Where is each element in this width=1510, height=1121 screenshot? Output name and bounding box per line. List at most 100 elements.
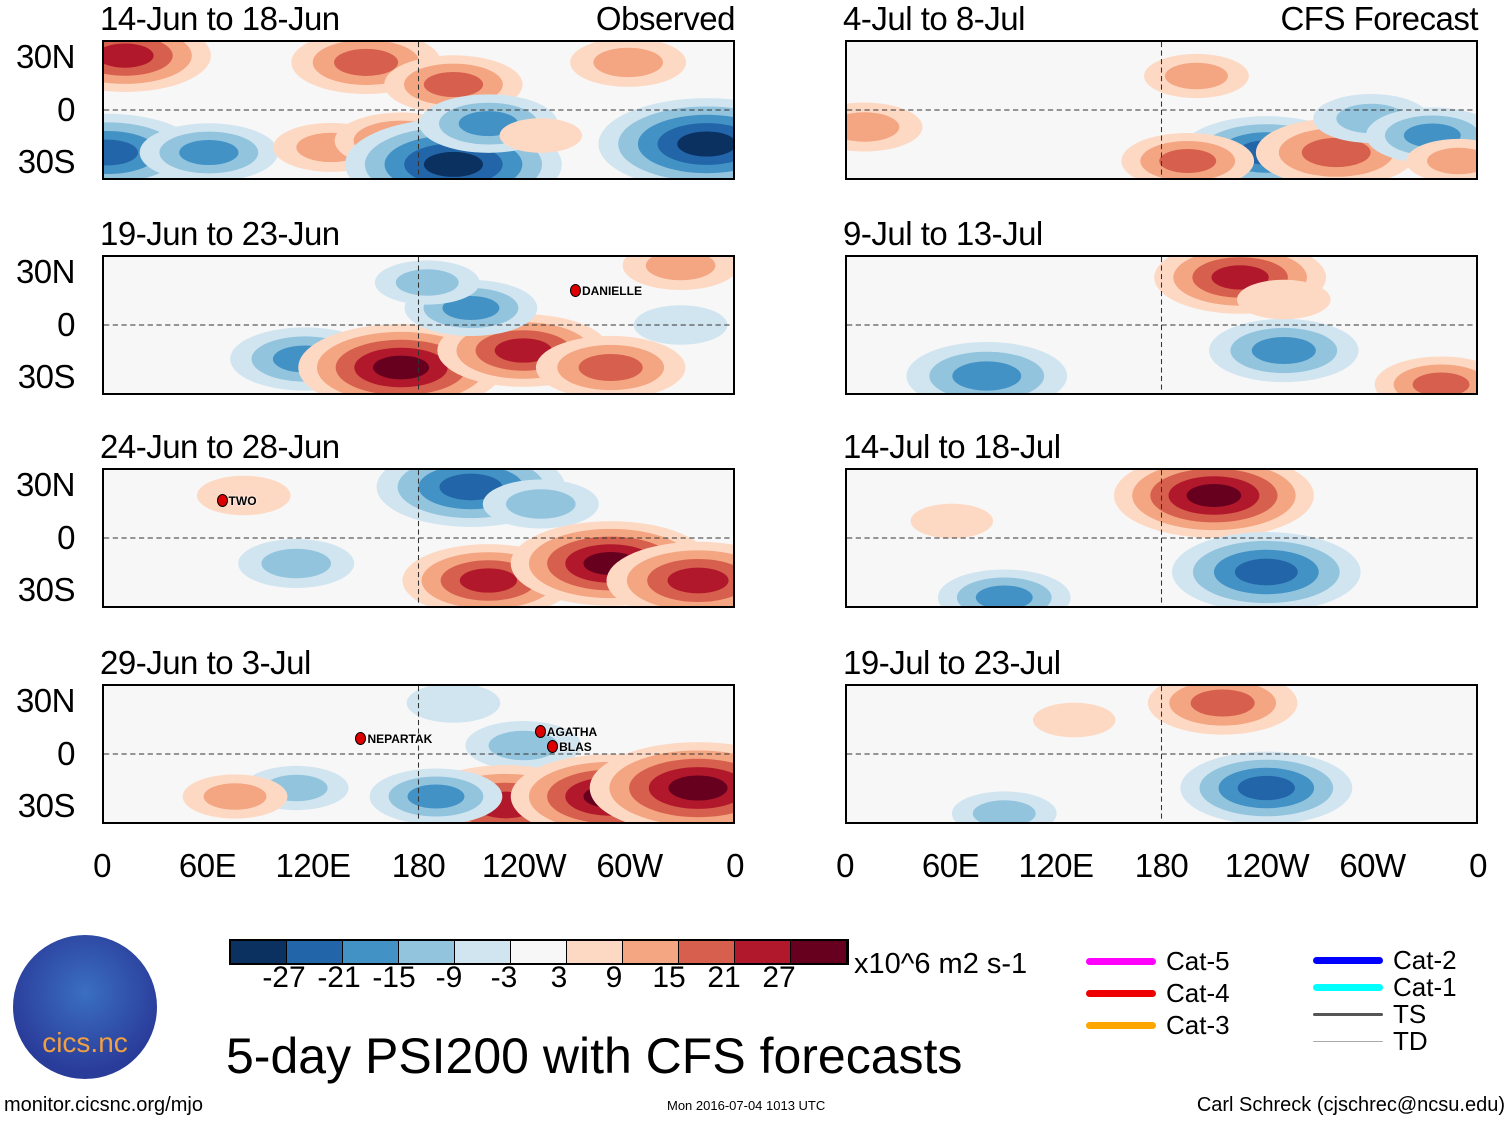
- legend-line: [1313, 1040, 1383, 1042]
- lat-tick-label: 30S: [17, 358, 76, 395]
- legend-line: [1086, 1021, 1156, 1029]
- anomaly-contour: [439, 473, 503, 501]
- anomaly-contour: [261, 548, 331, 579]
- map-panel: DANIELLE: [102, 255, 735, 395]
- storm-name: BLAS: [559, 740, 592, 755]
- lat-tick-label: 30N: [15, 253, 76, 290]
- anomaly-contour: [1032, 702, 1116, 738]
- map-panel: NEPARTAK AGATHA BLAS: [102, 684, 735, 824]
- legend-label: Cat-2: [1393, 945, 1457, 975]
- colorbar-swatch: [287, 941, 343, 963]
- legend-label: Cat-3: [1166, 1010, 1230, 1040]
- lon-tick-label: 60E: [921, 847, 980, 884]
- footer-url: monitor.cicsnc.org/mjo: [4, 1094, 203, 1116]
- legend-label: Cat-4: [1166, 978, 1230, 1008]
- lon-tick-label: 180: [391, 847, 446, 884]
- panel-header: CFS Forecast: [1280, 0, 1478, 37]
- colorbar-swatch: [455, 941, 511, 963]
- anomaly-contour: [1190, 689, 1255, 717]
- map-contours: [847, 470, 1476, 606]
- map-contours: [104, 257, 733, 393]
- logo-text: cics.nc: [42, 1027, 128, 1058]
- lon-tick-label: 0: [1469, 847, 1487, 884]
- map-contours: [847, 42, 1476, 178]
- map-panel: TWO: [102, 468, 735, 608]
- anomaly-contour: [645, 257, 716, 281]
- anomaly-contour: [179, 139, 239, 166]
- lon-tick-label: 120E: [1018, 847, 1094, 884]
- map-panel: [845, 468, 1478, 608]
- hurricane-icon: [534, 725, 546, 739]
- anomaly-contour: [395, 269, 459, 296]
- map-panel: [845, 684, 1478, 824]
- anomaly-contour: [1237, 775, 1295, 801]
- panel-title: 4-Jul to 8-Jul: [843, 0, 1025, 37]
- map-contours: [104, 470, 733, 606]
- anomaly-contour: [459, 568, 518, 593]
- panel-title: 24-Jun to 28-Jun: [100, 428, 340, 465]
- lon-tick-label: 60W: [596, 847, 663, 884]
- lon-tick-label: 120E: [275, 847, 351, 884]
- hurricane-icon: [355, 732, 367, 746]
- colorbar-tick: 9: [605, 961, 623, 994]
- colorbar-swatch: [399, 941, 455, 963]
- map-contours: [104, 42, 733, 178]
- lat-tick-label: 30N: [15, 682, 76, 719]
- storm-name: AGATHA: [546, 725, 598, 740]
- map-contours: [847, 257, 1476, 393]
- main-title: 5-day PSI200 with CFS forecasts: [226, 1028, 963, 1084]
- colorbar-tick: -9: [435, 961, 463, 994]
- lon-tick-label: 60E: [178, 847, 237, 884]
- anomaly-contour: [442, 295, 500, 321]
- anomaly-contour: [334, 48, 399, 76]
- panel-title: 9-Jul to 13-Jul: [843, 215, 1043, 252]
- anomaly-contour: [1427, 147, 1476, 175]
- colorbar-tick: -15: [372, 961, 416, 994]
- legend-item: Cat-3: [1086, 1012, 1230, 1038]
- legend-item: TS: [1313, 1001, 1426, 1027]
- map-contours: [847, 686, 1476, 822]
- units-label: x10^6 m2 s-1: [854, 948, 1028, 980]
- lon-tick-label: 0: [836, 847, 854, 884]
- lat-tick-label: 30S: [17, 143, 76, 180]
- lat-tick-label: 30N: [15, 38, 76, 75]
- anomaly-contour: [406, 686, 501, 723]
- map-panel: [845, 40, 1478, 180]
- legend-label: TS: [1393, 999, 1427, 1029]
- anomaly-contour: [677, 131, 733, 157]
- lat-tick-label: 0: [57, 735, 75, 772]
- legend-item: Cat-2: [1313, 947, 1457, 973]
- storm-track: AGATHA: [534, 725, 598, 740]
- lat-tick-label: 30S: [17, 571, 76, 608]
- lat-tick-label: 0: [57, 306, 75, 343]
- legend-item: Cat-4: [1086, 980, 1230, 1006]
- map-panel: [845, 255, 1478, 395]
- hurricane-icon: [569, 284, 581, 297]
- panel-title: 14-Jul to 18-Jul: [843, 428, 1061, 465]
- lat-tick-label: 0: [57, 519, 75, 556]
- legend-item: TD: [1313, 1028, 1428, 1054]
- colorbar-swatch: [791, 941, 847, 963]
- storm-track: TWO: [216, 493, 257, 507]
- colorbar-tick: 3: [550, 961, 568, 994]
- anomaly-contour: [423, 71, 484, 98]
- colorbar-swatch: [511, 941, 567, 963]
- legend-label: Cat-5: [1166, 946, 1230, 976]
- legend-item: Cat-1: [1313, 974, 1457, 1000]
- anomaly-contour: [499, 118, 583, 153]
- anomaly-contour: [104, 43, 154, 68]
- storm-name: NEPARTAK: [367, 732, 433, 747]
- colorbar-tick: 21: [707, 961, 741, 994]
- lon-tick-label: 60W: [1339, 847, 1406, 884]
- legend-label: TD: [1393, 1026, 1428, 1056]
- lon-tick-label: 0: [93, 847, 111, 884]
- anomaly-contour: [494, 338, 552, 363]
- legend-line: [1313, 1012, 1383, 1016]
- anomaly-contour: [1301, 137, 1371, 168]
- panel-header: Observed: [595, 0, 736, 37]
- map-panel: [102, 40, 735, 180]
- footer-author: Carl Schreck (cjschrec@ncsu.edu): [1196, 1094, 1505, 1116]
- anomaly-contour: [506, 489, 576, 519]
- cics-logo: cics.nc: [13, 935, 157, 1079]
